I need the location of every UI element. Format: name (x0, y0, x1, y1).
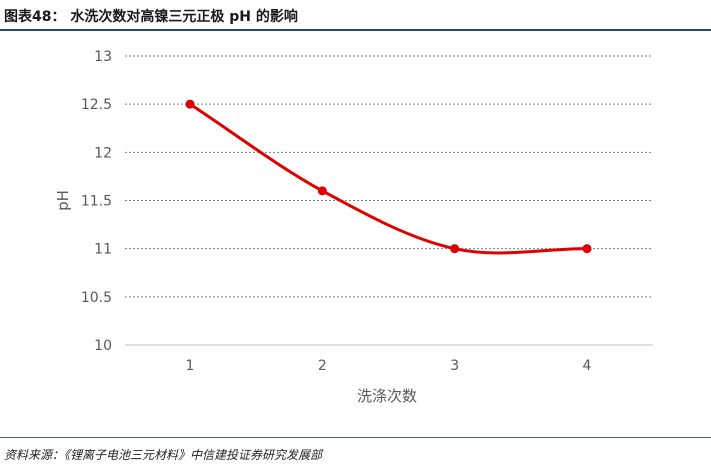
figure-header: 图表48： 水洗次数对高镍三元正极 pH 的影响 (0, 0, 711, 31)
x-tick-label: 1 (186, 358, 195, 374)
figure-title: 图表48： 水洗次数对高镍三元正极 pH 的影响 (4, 9, 298, 25)
x-axis-label: 洗涤次数 (357, 387, 417, 405)
header-divider (0, 29, 711, 31)
y-tick-label: 11.5 (81, 194, 112, 210)
x-tick-label: 3 (450, 358, 459, 374)
x-tick-labels: 1 2 3 4 (186, 358, 592, 374)
y-tick-labels: 10 10.5 11 11.5 12 12.5 13 (81, 49, 112, 354)
series-line (188, 102, 589, 255)
gridlines (125, 55, 653, 298)
data-point (317, 186, 327, 196)
data-points (185, 99, 592, 254)
y-tick-label: 13 (94, 49, 112, 65)
y-tick-label: 12 (94, 145, 112, 161)
footer-divider (0, 437, 711, 438)
y-tick-label: 11 (94, 242, 112, 258)
y-tick-label: 10.5 (81, 290, 112, 306)
data-point (582, 244, 592, 254)
data-point (450, 244, 460, 254)
source-note: 资料来源：《锂离子电池三元材料》中信建投证券研究发展部 (4, 448, 323, 462)
y-tick-label: 10 (94, 338, 112, 354)
x-tick-label: 4 (583, 358, 592, 374)
y-axis-label: pH (54, 190, 72, 211)
data-point (185, 99, 195, 109)
y-tick-label: 12.5 (81, 97, 112, 113)
x-tick-label: 2 (318, 358, 327, 374)
